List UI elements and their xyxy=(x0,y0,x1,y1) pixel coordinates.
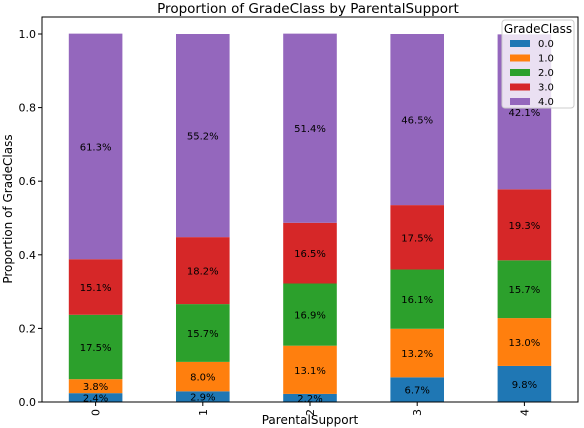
legend-title: GradeClass xyxy=(504,22,572,36)
legend-swatch xyxy=(510,54,530,62)
y-tick-label: 0.4 xyxy=(19,249,37,262)
chart-title: Proportion of GradeClass by ParentalSupp… xyxy=(157,1,459,17)
bar-segment xyxy=(68,379,123,394)
bar-segment xyxy=(176,34,230,238)
bar-segment xyxy=(390,34,444,206)
plot-area: 2.4%3.8% 17.5% 15.1% 61.3% 2.9% 8.0% 15.7% 18.2… xyxy=(68,33,552,405)
data-label: 42.1% xyxy=(509,108,541,119)
bar-segment xyxy=(68,259,123,315)
bar-segment xyxy=(390,377,444,402)
bar-segment xyxy=(390,328,444,378)
data-label: 2.9% xyxy=(190,393,215,404)
legend-label: 3.0 xyxy=(538,83,554,94)
bar-segment xyxy=(283,222,337,284)
data-label: 9.8% xyxy=(512,380,537,391)
legend-label: 0.0 xyxy=(538,39,554,50)
bar-segment xyxy=(283,393,337,402)
bar-segment xyxy=(176,237,230,305)
y-tick-label: 0.0 xyxy=(19,396,37,409)
x-tick-label: 3 xyxy=(411,409,424,416)
data-label: 16.9% xyxy=(294,311,326,322)
bar-segment xyxy=(176,304,230,362)
x-tick-label: 0 xyxy=(90,409,103,416)
bar-segment xyxy=(68,33,123,260)
y-tick-label: 1.0 xyxy=(19,28,37,41)
data-label: 19.3% xyxy=(509,221,541,232)
legend-label: 1.0 xyxy=(538,54,554,65)
data-label: 2.2% xyxy=(297,394,322,405)
legend-label: 4.0 xyxy=(538,97,554,108)
data-label: 2.4% xyxy=(83,394,108,405)
bar-segment xyxy=(497,189,552,261)
x-axis-title: ParentalSupport xyxy=(262,413,359,427)
y-tick-label: 0.2 xyxy=(19,322,37,335)
legend-swatch xyxy=(510,69,530,76)
legend-swatch xyxy=(510,40,530,47)
y-axis-title: Proportion of GradeClass xyxy=(1,134,15,283)
bar-segment xyxy=(283,345,337,394)
data-label: 6.7% xyxy=(404,386,429,397)
data-label: 16.5% xyxy=(294,249,326,260)
bar-segment xyxy=(390,205,444,270)
data-label: 13.1% xyxy=(294,366,326,377)
bar-segment xyxy=(497,260,552,319)
bar-segment xyxy=(283,283,337,346)
data-label: 61.3% xyxy=(80,142,112,153)
bar-segment xyxy=(283,33,337,223)
data-label: 17.5% xyxy=(80,343,112,354)
data-label: 15.7% xyxy=(509,285,541,296)
bar-segment xyxy=(497,365,552,402)
data-label: 13.2% xyxy=(401,349,433,360)
x-tick-label: 4 xyxy=(518,409,531,416)
axes: 0.0 0.2 0.4 0.6 0.8 1.0 0 1 2 3 4 xyxy=(19,28,532,416)
data-label: 13.0% xyxy=(509,338,541,349)
data-label: 18.2% xyxy=(187,267,219,278)
x-tick-label: 2 xyxy=(304,409,317,416)
legend-swatch xyxy=(510,83,530,91)
data-label: 3.8% xyxy=(83,382,108,393)
bar-segment xyxy=(497,318,552,366)
legend-swatch xyxy=(510,98,530,105)
y-tick-label: 0.8 xyxy=(19,102,37,115)
y-tick-label: 0.6 xyxy=(19,175,37,188)
data-label: 51.4% xyxy=(294,124,326,135)
data-label: 15.1% xyxy=(80,283,112,294)
data-label: 16.1% xyxy=(401,295,433,306)
bar-segment xyxy=(176,361,230,392)
x-tick-label: 1 xyxy=(197,409,210,416)
data-label: 15.7% xyxy=(187,329,219,340)
data-label: 17.5% xyxy=(401,233,433,244)
data-label: 8.0% xyxy=(190,373,215,384)
bar-segment xyxy=(390,269,444,329)
bar-segment xyxy=(68,393,123,402)
data-label: 55.2% xyxy=(187,132,219,143)
data-label: 46.5% xyxy=(401,116,433,127)
bar-segment xyxy=(176,391,230,402)
legend: GradeClass 0.0 1.0 2.0 3.0 4.0 xyxy=(501,19,575,109)
bar-segment xyxy=(68,314,123,380)
legend-label: 2.0 xyxy=(538,68,554,79)
